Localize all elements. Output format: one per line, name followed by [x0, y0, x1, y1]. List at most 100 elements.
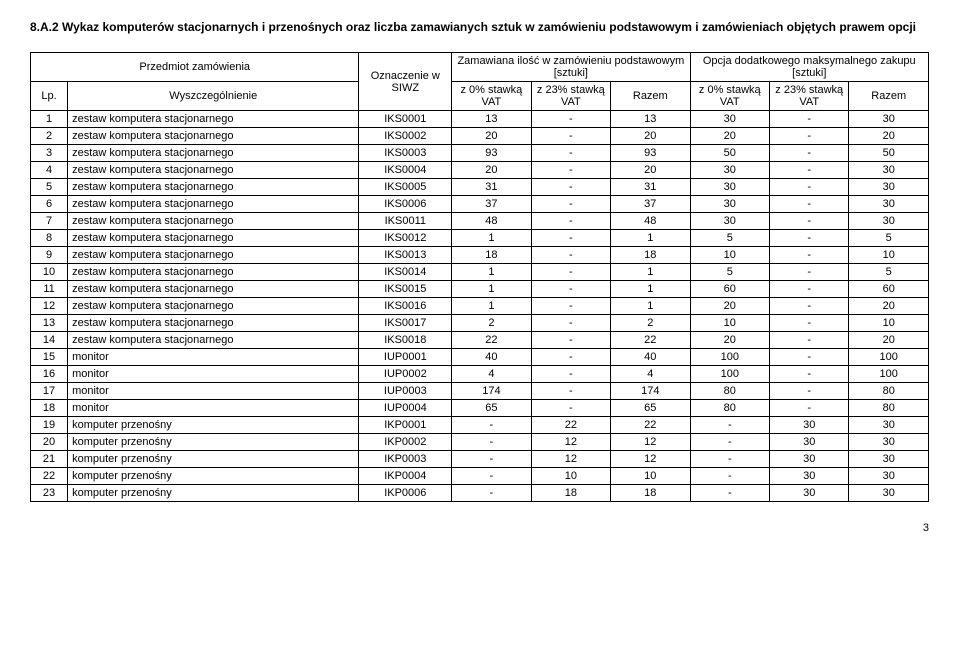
cell-a: 93: [452, 145, 531, 162]
cell-desc: monitor: [68, 383, 359, 400]
cell-e: 30: [770, 485, 849, 502]
cell-f: 5: [849, 230, 929, 247]
table-row: 15monitorIUP000140-40100-100: [31, 349, 929, 366]
cell-lp: 18: [31, 400, 68, 417]
header-razem-1: Razem: [611, 82, 690, 111]
cell-b: 22: [531, 417, 610, 434]
section-title: 8.A.2 Wykaz komputerów stacjonarnych i p…: [30, 20, 929, 34]
cell-code: IKS0001: [359, 111, 452, 128]
cell-c: 48: [611, 213, 690, 230]
cell-lp: 8: [31, 230, 68, 247]
table-row: 8zestaw komputera stacjonarnegoIKS00121-…: [31, 230, 929, 247]
cell-c: 22: [611, 332, 690, 349]
cell-c: 18: [611, 247, 690, 264]
cell-code: IKS0016: [359, 298, 452, 315]
cell-c: 1: [611, 281, 690, 298]
cell-c: 31: [611, 179, 690, 196]
cell-desc: komputer przenośny: [68, 468, 359, 485]
cell-a: 1: [452, 264, 531, 281]
cell-c: 20: [611, 162, 690, 179]
cell-lp: 17: [31, 383, 68, 400]
cell-d: 100: [690, 349, 769, 366]
cell-code: IKS0006: [359, 196, 452, 213]
cell-e: -: [770, 230, 849, 247]
header-wyszcz: Wyszczególnienie: [68, 82, 359, 111]
table-row: 22komputer przenośnyIKP0004-1010-3030: [31, 468, 929, 485]
cell-lp: 15: [31, 349, 68, 366]
cell-lp: 5: [31, 179, 68, 196]
cell-desc: komputer przenośny: [68, 417, 359, 434]
table-row: 5zestaw komputera stacjonarnegoIKS000531…: [31, 179, 929, 196]
cell-lp: 4: [31, 162, 68, 179]
cell-b: -: [531, 247, 610, 264]
cell-c: 37: [611, 196, 690, 213]
cell-c: 174: [611, 383, 690, 400]
cell-desc: zestaw komputera stacjonarnego: [68, 213, 359, 230]
cell-e: -: [770, 383, 849, 400]
header-z0-2: z 0% stawką VAT: [690, 82, 769, 111]
cell-b: -: [531, 349, 610, 366]
cell-e: -: [770, 213, 849, 230]
table-row: 13zestaw komputera stacjonarnegoIKS00172…: [31, 315, 929, 332]
table-row: 11zestaw komputera stacjonarnegoIKS00151…: [31, 281, 929, 298]
cell-c: 22: [611, 417, 690, 434]
cell-a: 40: [452, 349, 531, 366]
cell-lp: 13: [31, 315, 68, 332]
cell-d: 60: [690, 281, 769, 298]
cell-b: -: [531, 332, 610, 349]
cell-e: 30: [770, 468, 849, 485]
cell-desc: zestaw komputera stacjonarnego: [68, 145, 359, 162]
cell-a: 22: [452, 332, 531, 349]
cell-desc: zestaw komputera stacjonarnego: [68, 111, 359, 128]
cell-f: 100: [849, 366, 929, 383]
cell-f: 10: [849, 247, 929, 264]
cell-desc: zestaw komputera stacjonarnego: [68, 162, 359, 179]
cell-c: 4: [611, 366, 690, 383]
cell-e: -: [770, 349, 849, 366]
cell-a: 13: [452, 111, 531, 128]
cell-c: 93: [611, 145, 690, 162]
header-opcja: Opcja dodatkowego maksymalnego zakupu [s…: [690, 53, 928, 82]
cell-code: IKP0002: [359, 434, 452, 451]
table-row: 21komputer przenośnyIKP0003-1212-3030: [31, 451, 929, 468]
cell-code: IUP0002: [359, 366, 452, 383]
cell-f: 30: [849, 485, 929, 502]
cell-desc: zestaw komputera stacjonarnego: [68, 332, 359, 349]
cell-d: 30: [690, 162, 769, 179]
cell-e: -: [770, 281, 849, 298]
cell-f: 100: [849, 349, 929, 366]
cell-f: 50: [849, 145, 929, 162]
cell-e: 30: [770, 434, 849, 451]
cell-e: -: [770, 247, 849, 264]
cell-a: 4: [452, 366, 531, 383]
cell-desc: zestaw komputera stacjonarnego: [68, 196, 359, 213]
cell-f: 20: [849, 332, 929, 349]
cell-c: 12: [611, 451, 690, 468]
cell-b: -: [531, 298, 610, 315]
cell-f: 30: [849, 162, 929, 179]
cell-desc: zestaw komputera stacjonarnego: [68, 230, 359, 247]
cell-b: -: [531, 366, 610, 383]
cell-desc: monitor: [68, 400, 359, 417]
cell-a: 20: [452, 162, 531, 179]
cell-d: 10: [690, 247, 769, 264]
cell-lp: 1: [31, 111, 68, 128]
cell-f: 5: [849, 264, 929, 281]
cell-code: IKS0013: [359, 247, 452, 264]
cell-e: -: [770, 162, 849, 179]
cell-desc: zestaw komputera stacjonarnego: [68, 128, 359, 145]
cell-code: IKS0017: [359, 315, 452, 332]
cell-d: -: [690, 434, 769, 451]
cell-a: 31: [452, 179, 531, 196]
table-row: 16monitorIUP00024-4100-100: [31, 366, 929, 383]
cell-f: 80: [849, 383, 929, 400]
cell-c: 18: [611, 485, 690, 502]
cell-f: 60: [849, 281, 929, 298]
cell-a: 1: [452, 281, 531, 298]
cell-a: 174: [452, 383, 531, 400]
cell-d: 80: [690, 400, 769, 417]
cell-lp: 9: [31, 247, 68, 264]
cell-b: -: [531, 179, 610, 196]
cell-d: 30: [690, 179, 769, 196]
cell-c: 12: [611, 434, 690, 451]
